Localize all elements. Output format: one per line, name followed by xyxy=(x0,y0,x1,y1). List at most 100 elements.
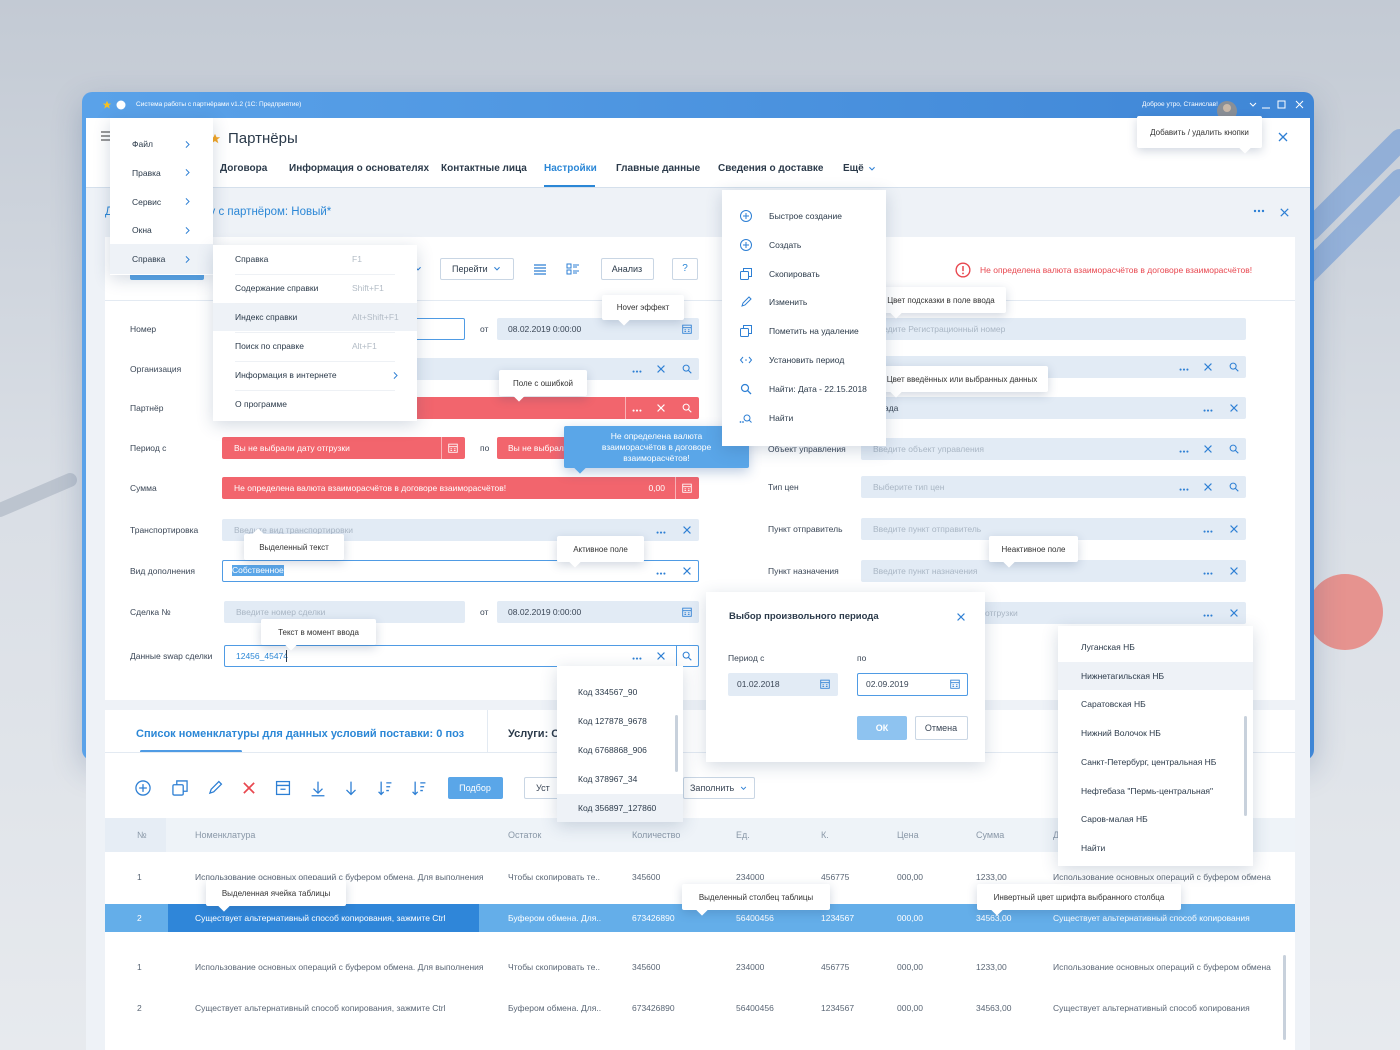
menu-item[interactable]: Окна xyxy=(132,225,152,236)
icon-dots-part xyxy=(663,572,666,575)
icon-cal-part xyxy=(682,607,692,617)
tab[interactable]: Сведения о доставке xyxy=(718,163,824,174)
icon-cal xyxy=(950,679,960,689)
analysis-button[interactable] xyxy=(601,258,654,280)
icon-right-part xyxy=(185,226,190,234)
field-placeholder: Введите объект управления xyxy=(873,444,985,454)
date-field[interactable] xyxy=(857,673,968,696)
tab[interactable]: Договора xyxy=(220,163,268,174)
menu-item[interactable]: Пометить на удаление xyxy=(769,326,859,337)
tab[interactable]: Настройки xyxy=(544,163,597,174)
icon-dots-part xyxy=(635,370,639,373)
menu-item[interactable]: Справка xyxy=(235,254,269,264)
icon-x-part xyxy=(1230,609,1238,617)
menu-item[interactable]: Найти xyxy=(769,412,794,423)
icon-x-part xyxy=(683,526,691,534)
input-field[interactable] xyxy=(861,560,1246,582)
icon-list2-part xyxy=(566,263,579,275)
menu-item[interactable]: Найти: Дата - 22.15.2018 xyxy=(769,383,867,394)
menu-item[interactable]: Изменить xyxy=(769,297,808,308)
input-field[interactable] xyxy=(497,601,699,623)
menu-item[interactable]: Быстрое создание xyxy=(769,211,842,221)
icon-code xyxy=(739,356,753,364)
menu-item[interactable]: Правка xyxy=(132,167,161,178)
input-field[interactable] xyxy=(224,645,699,667)
input-field[interactable] xyxy=(222,477,699,499)
input-field[interactable] xyxy=(861,397,1246,419)
menu-item[interactable]: Скопировать xyxy=(769,268,820,279)
input-field[interactable] xyxy=(861,438,1246,460)
input-field[interactable] xyxy=(497,318,699,340)
icon-x-part xyxy=(1278,132,1288,142)
menu-item[interactable]: Файл xyxy=(132,139,153,149)
cancel-button[interactable] xyxy=(915,716,968,740)
background-decor-part xyxy=(1307,574,1383,650)
icon-list xyxy=(534,264,546,275)
goto-button[interactable] xyxy=(440,258,514,280)
active-item[interactable] xyxy=(110,244,213,275)
input-field[interactable] xyxy=(861,318,1246,340)
date-field[interactable] xyxy=(728,673,838,696)
input-field[interactable] xyxy=(222,437,465,459)
table-cell: 1233,00 xyxy=(976,872,1007,882)
table-cell: Существует альтернативный способ копиров… xyxy=(195,913,446,923)
input-field[interactable] xyxy=(222,560,699,582)
icon-dots-part xyxy=(1179,368,1182,371)
tab[interactable]: Информация о основателях xyxy=(289,163,430,174)
menu-item[interactable]: Поиск по справке xyxy=(235,341,304,351)
column-header: Цена xyxy=(897,830,919,840)
field-label: Транспортировка xyxy=(130,525,199,535)
menu-item[interactable]: Установить период xyxy=(769,355,845,365)
tab[interactable]: Контактные лица xyxy=(441,163,527,174)
table-cell: 456775 xyxy=(821,962,850,972)
menu-divider xyxy=(235,332,395,333)
menu-item[interactable]: Индекс справки xyxy=(235,312,298,322)
column-header: Количество xyxy=(632,830,681,840)
select-button[interactable] xyxy=(448,777,503,799)
icon-search-part xyxy=(1229,362,1237,370)
tab[interactable]: Главные данные xyxy=(616,163,701,174)
menu-divider xyxy=(235,303,395,304)
hovered-item[interactable] xyxy=(557,794,683,822)
icon-x xyxy=(657,365,665,373)
field-label: Объект управления xyxy=(768,444,846,454)
hovered-item[interactable] xyxy=(213,303,417,331)
menu-item[interactable]: Справка xyxy=(132,254,166,265)
input-field[interactable] xyxy=(861,518,1246,540)
input-field[interactable] xyxy=(224,601,465,623)
table-cell: Существует альтернативный способ копиров… xyxy=(1053,913,1250,923)
icon-alert-part xyxy=(955,262,971,278)
field-placeholder: Введите пункт назначения xyxy=(873,566,978,576)
column-header: № xyxy=(137,830,147,840)
icon-dotsearch-part xyxy=(742,420,744,423)
menu-item[interactable]: О программе xyxy=(235,399,288,409)
hovered-item[interactable] xyxy=(1058,661,1253,690)
menu-item[interactable]: Сервис xyxy=(132,196,162,207)
icon-dots-part xyxy=(1206,614,1210,617)
icon-dots-part xyxy=(1210,572,1213,575)
icon-right-part xyxy=(185,198,190,206)
icon-pencil-part xyxy=(208,780,223,795)
icon-dots-part xyxy=(656,572,666,575)
tab[interactable]: Ещё xyxy=(843,163,864,174)
menu-item[interactable]: Содержание справки xyxy=(235,283,319,293)
icon-dots-part xyxy=(639,409,642,412)
input-field[interactable] xyxy=(861,476,1246,498)
menu-item[interactable]: Создать xyxy=(769,239,802,250)
fill-button[interactable] xyxy=(683,777,755,799)
selected-cell[interactable] xyxy=(168,904,479,932)
icon-search-part xyxy=(682,403,690,411)
icon-right-part xyxy=(185,255,190,263)
menu-item[interactable]: Информация в интернете xyxy=(235,370,337,380)
icon-cal-part xyxy=(820,679,830,689)
icon-dots-part xyxy=(632,409,642,412)
help-button[interactable] xyxy=(672,258,698,280)
field-label: Период с xyxy=(130,443,167,453)
ok-button[interactable] xyxy=(857,716,907,740)
field-label: Партнёр xyxy=(130,403,164,413)
table-cell: 1 xyxy=(137,872,142,882)
icon-dots xyxy=(1203,530,1213,533)
table-cell: 1233,00 xyxy=(976,962,1007,972)
background-decor-part xyxy=(1289,129,1400,291)
icon-dots-part xyxy=(635,409,639,412)
